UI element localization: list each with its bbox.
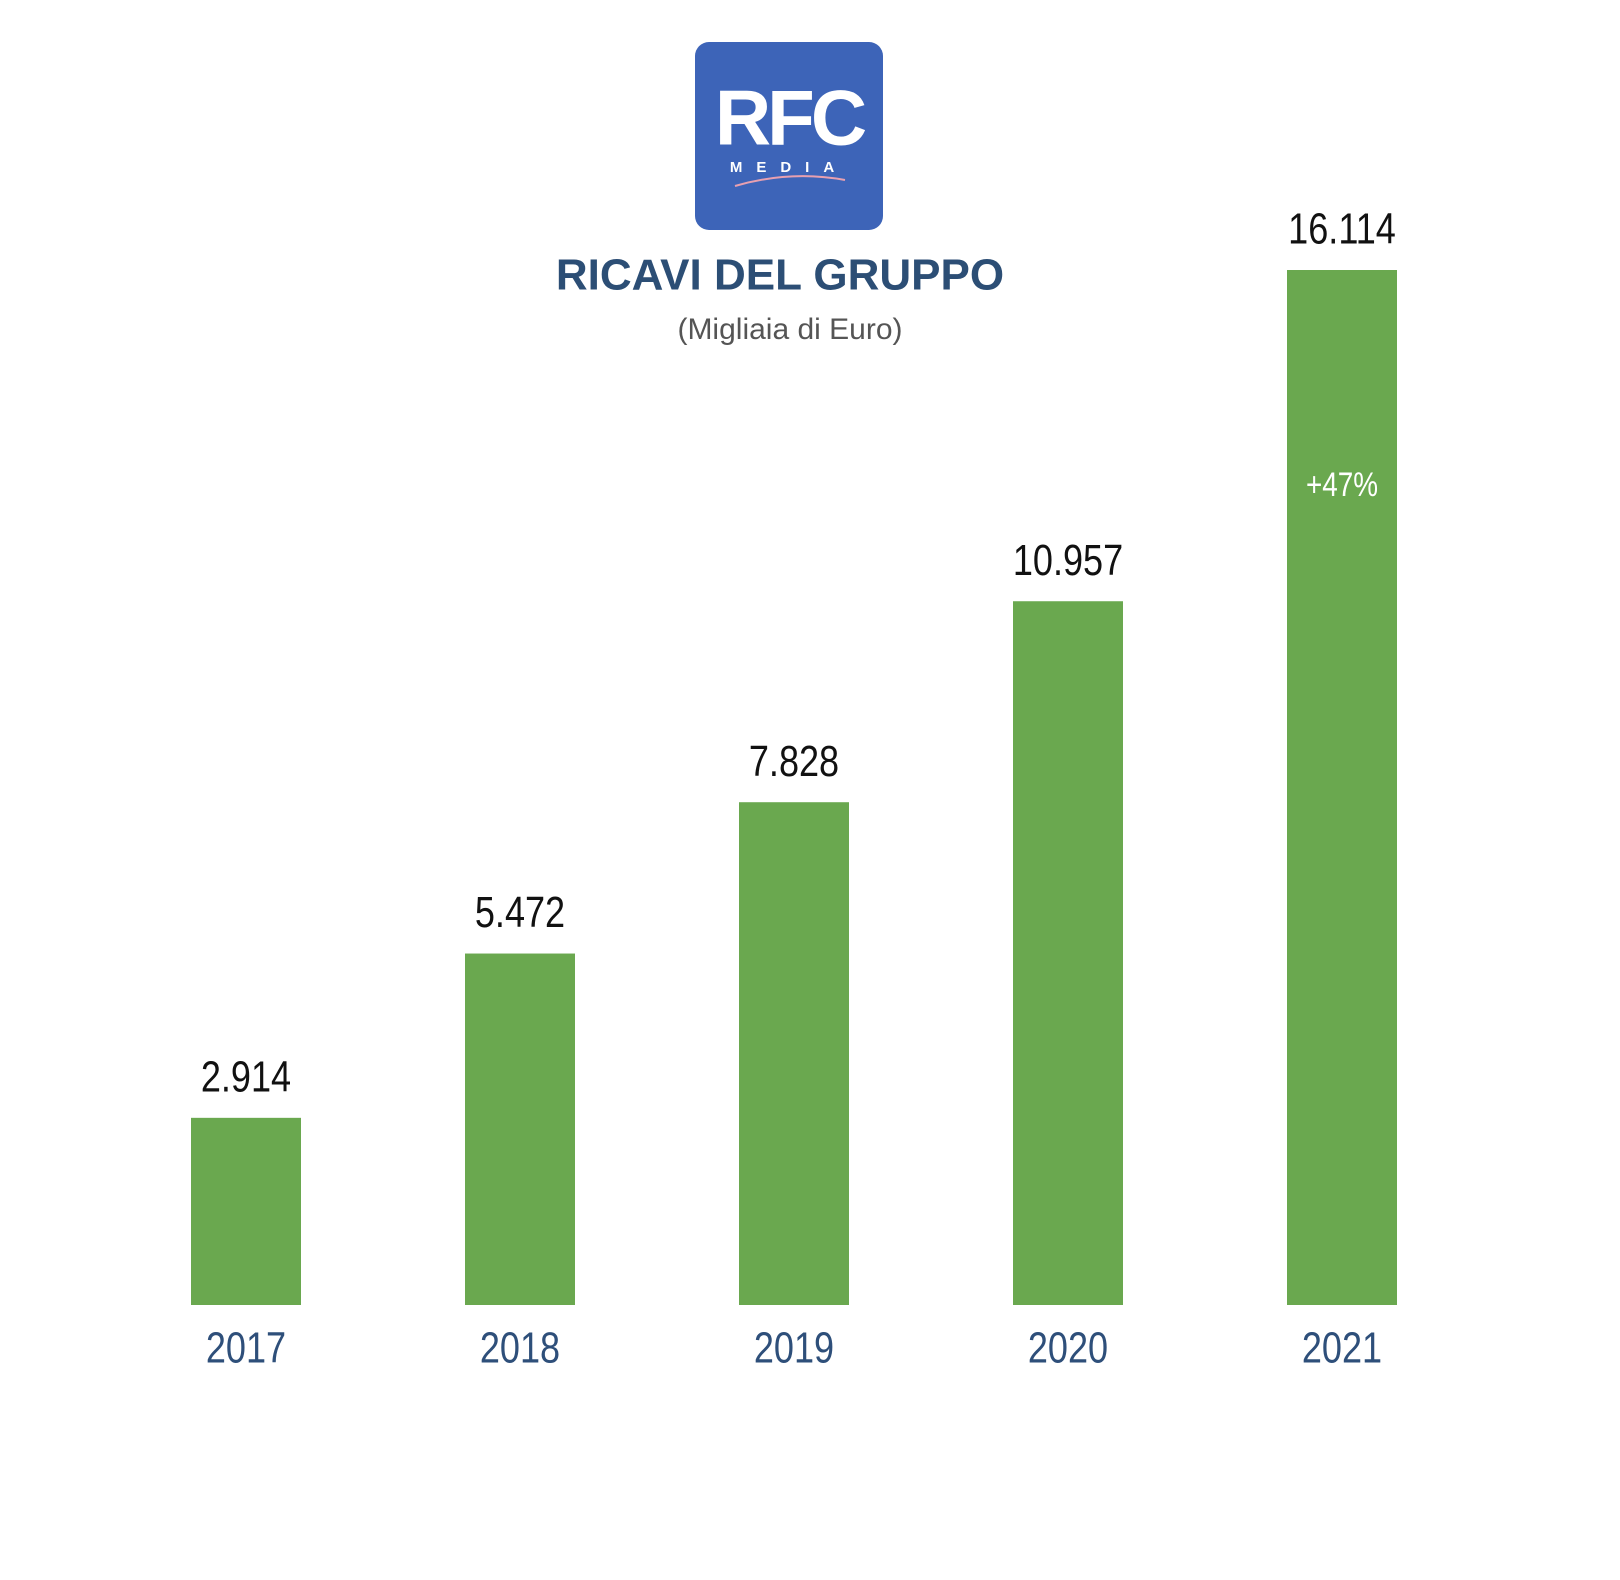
logo-text: RFC [715,74,866,162]
logo-swoosh [734,175,846,187]
value-label: 16.114 [1288,204,1396,253]
x-tick-label: 2019 [754,1323,834,1372]
bar [191,1117,301,1305]
value-label: 2.914 [201,1052,291,1101]
annotation: +47% [1306,465,1378,503]
x-tick-label: 2018 [480,1323,560,1372]
logo-box [695,42,883,230]
chart-title: RICAVI DEL GRUPPO [556,251,1004,300]
logo-subtext: MEDIA [730,159,848,176]
x-tick-label: 2017 [206,1323,286,1372]
bar [465,953,575,1305]
x-tick-label: 2021 [1302,1323,1382,1372]
bar [1013,601,1123,1305]
x-tick-label: 2020 [1028,1323,1108,1372]
value-label: 7.828 [749,736,839,785]
value-label: 10.957 [1013,535,1123,584]
bar [739,802,849,1305]
bar [1287,270,1397,1305]
value-label: 5.472 [475,888,565,937]
chart-subtitle: (Migliaia di Euro) [677,313,902,346]
